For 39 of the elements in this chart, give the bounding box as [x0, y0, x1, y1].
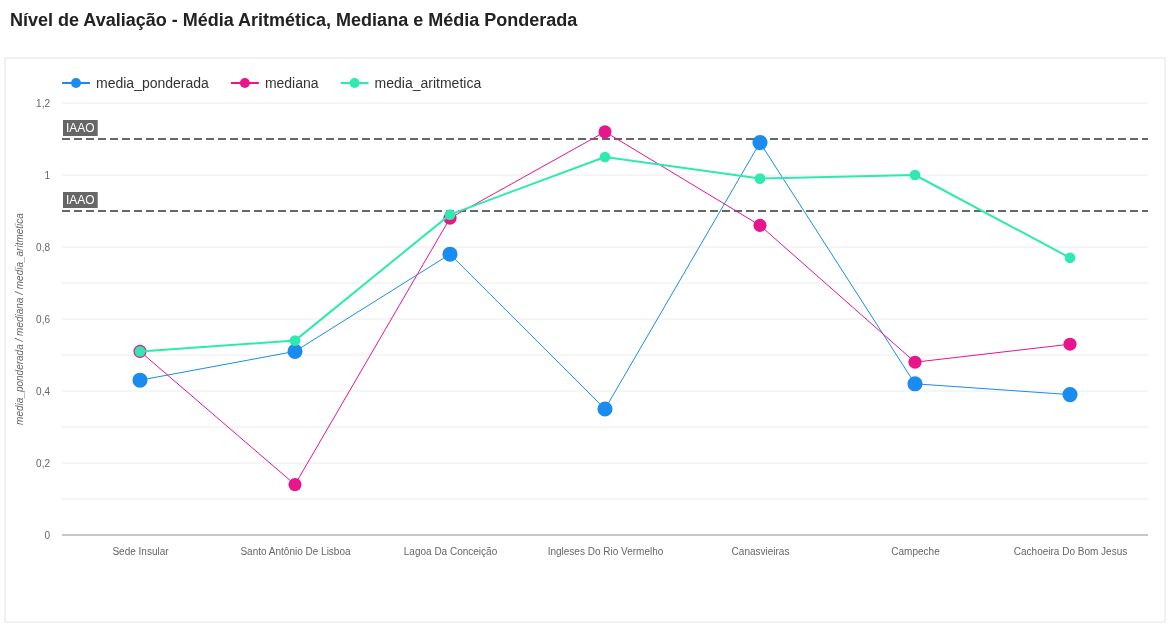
point — [599, 151, 611, 163]
ref-line-label: IAAO — [66, 121, 95, 135]
y-tick-label: 0,4 — [36, 385, 51, 397]
y-tick-label: 0,6 — [36, 313, 51, 325]
legend-label: media_ponderada — [96, 75, 210, 91]
x-tick-label: Lagoa Da Conceição — [403, 546, 498, 558]
point — [132, 372, 148, 388]
point — [598, 125, 612, 139]
point — [752, 135, 768, 151]
x-tick-label: Sede Insular — [112, 546, 170, 558]
legend-label: mediana — [264, 75, 319, 91]
x-tick-label: Cachoeira Do Bom Jesus — [1013, 546, 1128, 558]
point — [288, 478, 302, 492]
x-tick-label: Canasvieiras — [731, 546, 790, 558]
y-axis-title: media_ponderada / mediana / media_aritmetica — [14, 212, 25, 425]
y-tick-label: 0 — [44, 529, 51, 541]
legend-label: media_aritmetica — [374, 75, 482, 91]
point — [597, 401, 613, 417]
x-tick-label: Campeche — [891, 546, 941, 558]
point — [1064, 252, 1076, 264]
point — [289, 335, 301, 346]
point — [754, 173, 766, 184]
y-tick-label: 1 — [44, 169, 51, 181]
y-tick-label: 1,2 — [36, 97, 51, 109]
x-tick-label: Ingleses Do Rio Vermelho — [547, 546, 664, 558]
point — [1063, 337, 1077, 351]
point — [753, 218, 767, 232]
x-tick-label: Santo Antônio De Lisboa — [240, 546, 351, 558]
ref-line-label: IAAO — [66, 193, 95, 207]
chart-title: Nível de Avaliação - Média Aritmética, Mediana e Média Ponderada — [10, 10, 579, 30]
point — [287, 343, 303, 359]
point — [909, 169, 921, 181]
point — [444, 209, 456, 220]
point — [442, 246, 458, 262]
point — [907, 376, 923, 392]
y-tick-label: 0,2 — [36, 457, 51, 469]
y-tick-label: 0,8 — [36, 241, 51, 253]
point — [908, 355, 922, 369]
point — [1062, 387, 1078, 403]
